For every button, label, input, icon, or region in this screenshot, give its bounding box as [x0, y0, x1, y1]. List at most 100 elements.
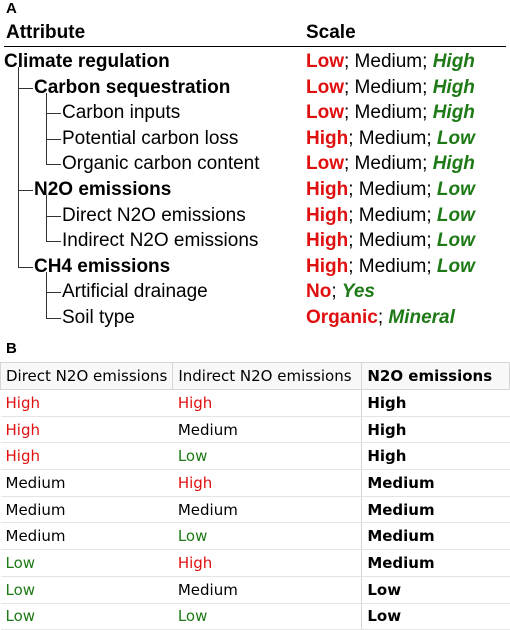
direct-n2o-cell: High — [0, 389, 173, 417]
attribute-label: N2O emissions — [34, 179, 172, 200]
direct-n2o-cell: Low — [0, 576, 173, 604]
table-row: High Medium High — [0, 416, 510, 444]
direct-n2o-cell: Medium — [0, 496, 173, 524]
scale-part: ; Medium; — [344, 102, 433, 124]
scale-part: ; Medium; — [344, 51, 433, 72]
scale-values: Low; Medium; High — [306, 75, 475, 101]
tree-connector — [46, 113, 61, 140]
attribute-row: Indirect N2O emissions High; Medium; Low — [0, 228, 510, 254]
scale-part: High — [432, 76, 475, 98]
col-direct-n2o: Direct N2O emissions — [0, 362, 174, 390]
scale-values: High; Medium; Low — [306, 126, 475, 152]
direct-n2o-cell: Low — [0, 549, 173, 577]
attribute-label: CH4 emissions — [34, 255, 171, 277]
scale-part: High — [306, 127, 349, 149]
scale-values: High; Medium; Low — [306, 228, 475, 254]
attribute-label: Soil type — [62, 307, 135, 328]
scale-part: Low — [436, 204, 475, 226]
scale-part: ; Medium; — [348, 204, 437, 226]
n2o-table: Direct N2O emissions Indirect N2O emissi… — [0, 362, 510, 630]
table-row: Low Medium Low — [0, 576, 510, 604]
tree-connector — [46, 138, 61, 166]
scale-part: High — [306, 255, 349, 277]
indirect-n2o-cell: Medium — [172, 496, 362, 524]
indirect-n2o-cell: High — [172, 469, 362, 497]
table-row: Low High Medium — [0, 549, 510, 577]
table-header-row: Direct N2O emissions Indirect N2O emissi… — [0, 362, 510, 390]
scale-part: Low — [436, 127, 475, 149]
attribute-label: Indirect N2O emissions — [62, 230, 259, 252]
scale-part: ; Medium; — [348, 179, 437, 200]
scale-part: Yes — [341, 281, 375, 303]
scale-part: Low — [436, 230, 475, 252]
scale-part: Low — [306, 102, 344, 124]
tree-connector — [46, 215, 61, 243]
scale-values: High; Medium; Low — [306, 203, 475, 229]
table-row: High Low High — [0, 442, 510, 471]
attribute-label: Direct N2O emissions — [62, 204, 246, 226]
scale-values: No; Yes — [306, 279, 375, 305]
attribute-row: Direct N2O emissions High; Medium; Low — [0, 203, 510, 229]
attribute-label: Organic carbon content — [62, 153, 260, 175]
indirect-n2o-cell: High — [172, 389, 362, 417]
tree-connector — [46, 271, 61, 294]
attribute-header: Attribute — [6, 22, 86, 43]
n2o-emissions-cell: Medium — [361, 496, 510, 524]
scale-values: Organic; Mineral — [306, 305, 455, 331]
attribute-label: Carbon sequestration — [34, 76, 231, 98]
attribute-row: Organic carbon content Low; Medium; High — [0, 151, 510, 177]
n2o-emissions-cell: Low — [361, 576, 510, 604]
scale-part: Low — [436, 255, 475, 277]
n2o-emissions-cell: High — [361, 416, 510, 444]
direct-n2o-cell: Medium — [0, 469, 173, 497]
tree-connector — [18, 190, 33, 268]
attribute-row: Carbon inputs Low; Medium; High — [0, 100, 510, 126]
n2o-emissions-cell: High — [361, 442, 510, 471]
table-row: High High High — [0, 389, 510, 417]
scale-part: ; Medium; — [344, 76, 433, 98]
tree-connector — [46, 195, 61, 217]
indirect-n2o-cell: Low — [172, 603, 362, 630]
scale-values: High; Medium; Low — [306, 177, 475, 203]
table-row: Medium Low Medium — [0, 522, 510, 551]
indirect-n2o-cell: Medium — [172, 416, 362, 444]
scale-part: Low — [436, 179, 475, 200]
scale-part: ; — [331, 281, 342, 303]
indirect-n2o-cell: Low — [172, 522, 362, 551]
scale-values: Low; Medium; High — [306, 100, 475, 126]
tree-connector — [46, 292, 61, 319]
scale-part: High — [306, 230, 349, 252]
scale-part: ; Medium; — [348, 127, 437, 149]
scale-part: ; Medium; — [348, 230, 437, 252]
scale-part: No — [306, 281, 332, 303]
direct-n2o-cell: Medium — [0, 522, 173, 551]
scale-part: ; — [377, 307, 389, 328]
table-row: Low Low Low — [0, 603, 510, 630]
scale-header: Scale — [306, 22, 356, 43]
col-n2o-emissions: N2O emissions — [361, 362, 510, 390]
scale-part: ; Medium; — [344, 153, 433, 175]
attribute-row: Climate regulation Low; Medium; High — [0, 49, 510, 75]
attribute-row: Carbon sequestration Low; Medium; High — [0, 75, 510, 101]
attribute-label: Carbon inputs — [62, 102, 181, 124]
scale-part: High — [306, 204, 349, 226]
header-rule — [4, 46, 506, 47]
scale-part: ; Medium; — [348, 255, 437, 277]
scale-part: Mineral — [388, 307, 455, 328]
n2o-emissions-cell: Low — [361, 603, 510, 630]
panel-b-label: B — [6, 340, 17, 357]
scale-values: High; Medium; Low — [306, 254, 475, 280]
n2o-emissions-cell: High — [361, 389, 510, 417]
scale-values: Low; Medium; High — [306, 49, 475, 75]
scale-part: High — [432, 153, 475, 175]
scale-part: High — [306, 179, 349, 200]
n2o-emissions-cell: Medium — [361, 469, 510, 497]
attribute-row: N2O emissions High; Medium; Low — [0, 177, 510, 203]
attribute-row: CH4 emissions High; Medium; Low — [0, 254, 510, 280]
scale-part: Low — [306, 51, 344, 72]
panel-a-label: A — [6, 0, 17, 17]
tree-connector — [18, 67, 33, 89]
table-row: Medium Medium Medium — [0, 496, 510, 524]
attribute-label: Artificial drainage — [62, 281, 208, 303]
attribute-label: Climate regulation — [4, 51, 170, 72]
